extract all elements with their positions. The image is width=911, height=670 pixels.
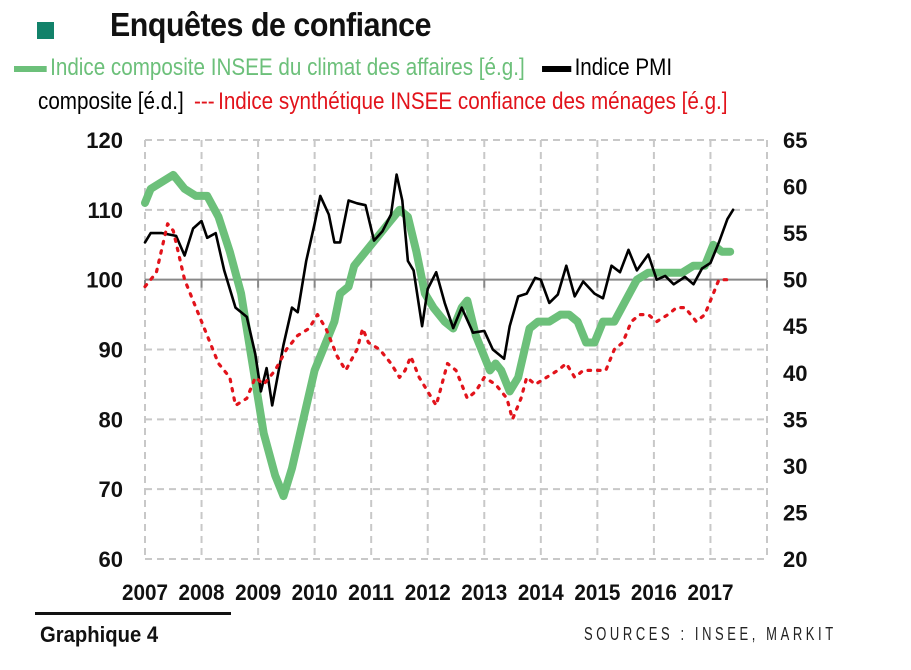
x-tick-label: 2015 [574,580,620,605]
y-right-tick-label: 60 [783,175,807,200]
legend-row-1: Indice composite INSEE du climat des aff… [14,54,672,82]
chart-ticks: 120 110 100 90 80 70 60 65 60 55 50 45 40 35 30 25 20 200… [86,128,807,605]
y-right-tick-label: 25 [783,500,807,525]
legend-label-households: Indice synthétique INSEE confiance des m… [218,88,728,115]
series-households-line [143,222,732,421]
series-pmi-line [143,173,735,407]
legend-label-pmi-part1: Indice PMI [574,54,673,81]
y-right-tick-label: 65 [783,128,807,153]
series-business-climate-line [141,170,735,501]
y-left-tick-label: 60 [99,547,123,572]
y-right-tick-label: 45 [783,314,807,339]
legend-label-pmi-part2: composite [é.d.] [38,88,184,115]
y-left-tick-label: 110 [88,198,124,223]
footer-rule [35,612,231,615]
x-tick-label: 2017 [687,580,733,605]
x-tick-label: 2013 [461,580,507,605]
y-right-tick-label: 40 [783,361,807,386]
legend-swatch-pmi [541,65,572,72]
x-tick-label: 2007 [122,580,168,605]
y-right-tick-label: 20 [783,547,807,572]
x-tick-label: 2016 [631,580,677,605]
x-tick-label: 2012 [405,580,451,605]
chart-grid [144,139,768,560]
x-tick-label: 2014 [518,580,565,605]
graph-label: Graphique 4 [40,622,159,647]
legend-swatch-business-climate [14,65,47,72]
x-tick-label: 2010 [292,580,338,605]
sources-note: SOURCES : INSEE, MARKIT [584,624,837,644]
y-left-tick-label: 90 [99,338,123,363]
chart-title: Enquêtes de confiance [110,6,432,43]
legend-swatch-households: --- [194,88,215,115]
legend-label-business-climate: Indice composite INSEE du climat des aff… [50,54,525,81]
y-right-tick-label: 55 [783,221,807,246]
y-right-tick-label: 35 [783,407,807,432]
legend-row-2: composite [é.d.] --- Indice synthétique IN… [38,88,728,116]
x-tick-label: 2011 [348,580,394,605]
chart-series [141,170,735,501]
y-left-tick-label: 100 [86,268,123,293]
y-left-tick-label: 120 [86,128,123,153]
title-square-icon [37,22,54,39]
x-tick-label: 2009 [235,580,281,605]
y-left-tick-label: 80 [99,407,123,432]
y-right-tick-label: 50 [783,268,807,293]
x-tick-label: 2008 [179,580,225,605]
y-right-tick-label: 30 [783,454,807,479]
y-left-tick-label: 70 [99,477,123,502]
